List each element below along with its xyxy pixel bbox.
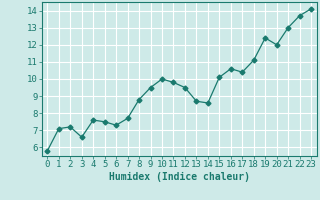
X-axis label: Humidex (Indice chaleur): Humidex (Indice chaleur) <box>109 172 250 182</box>
